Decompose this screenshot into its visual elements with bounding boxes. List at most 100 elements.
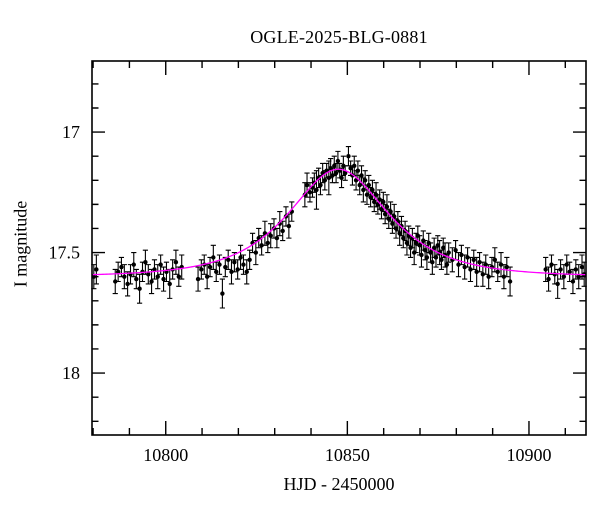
data-point xyxy=(576,274,581,279)
data-point xyxy=(561,274,567,279)
data-point xyxy=(332,163,337,169)
data-point xyxy=(386,216,391,222)
data-point xyxy=(359,173,364,178)
data-point xyxy=(94,267,99,272)
data-point xyxy=(195,276,201,282)
data-point xyxy=(204,274,210,279)
data-point xyxy=(161,276,166,282)
x-tick-label: 10850 xyxy=(325,445,370,465)
data-point xyxy=(492,257,498,263)
data-point xyxy=(362,178,368,183)
data-point xyxy=(558,267,563,272)
data-point xyxy=(339,175,344,181)
data-point xyxy=(318,182,323,188)
data-point xyxy=(413,240,419,246)
data-point xyxy=(173,260,179,265)
data-point xyxy=(122,274,127,279)
data-point xyxy=(355,168,361,173)
data-point xyxy=(433,255,439,260)
data-point xyxy=(435,243,440,248)
data-point xyxy=(465,255,470,260)
data-point xyxy=(444,262,450,267)
data-point xyxy=(441,245,446,250)
data-point xyxy=(134,276,139,282)
data-point xyxy=(422,247,428,253)
data-point xyxy=(390,221,395,226)
data-point xyxy=(146,272,151,277)
data-point xyxy=(314,187,319,193)
data-point xyxy=(381,199,386,205)
data-point xyxy=(501,274,507,279)
data-point xyxy=(333,170,339,176)
data-point xyxy=(143,260,148,265)
data-point xyxy=(419,252,424,258)
data-point xyxy=(307,190,313,195)
data-point xyxy=(342,170,348,176)
data-point xyxy=(223,264,228,270)
data-point xyxy=(474,269,479,275)
x-tick-label: 10900 xyxy=(506,445,551,465)
data-point xyxy=(468,267,473,272)
data-point xyxy=(229,269,234,275)
data-point xyxy=(352,163,357,169)
data-point xyxy=(259,243,264,248)
data-point xyxy=(366,182,371,188)
y-tick-label: 18 xyxy=(62,363,80,383)
data-point xyxy=(131,262,136,267)
data-point xyxy=(504,264,510,270)
data-point xyxy=(368,194,373,200)
data-point xyxy=(446,250,451,255)
data-point xyxy=(220,291,225,296)
data-point xyxy=(235,267,240,272)
data-point xyxy=(453,247,458,253)
data-point xyxy=(424,255,430,260)
data-point xyxy=(555,281,560,287)
model-curve xyxy=(91,168,587,276)
data-point xyxy=(382,211,388,217)
data-point xyxy=(477,260,482,265)
x-tick-label: 10800 xyxy=(143,445,188,465)
data-point xyxy=(226,257,231,263)
data-point xyxy=(370,187,375,193)
data-point xyxy=(507,279,513,284)
data-point xyxy=(379,207,384,212)
data-point xyxy=(573,267,579,272)
data-point xyxy=(125,281,130,287)
data-point xyxy=(268,233,273,238)
data-point xyxy=(480,272,486,277)
data-point xyxy=(137,286,142,291)
data-point xyxy=(214,269,219,275)
data-point xyxy=(152,267,157,272)
data-point xyxy=(176,274,182,279)
data-point xyxy=(241,262,246,267)
data-point xyxy=(115,269,121,275)
data-point xyxy=(543,267,548,272)
data-point xyxy=(346,153,351,159)
data-point xyxy=(567,269,572,275)
data-point xyxy=(113,279,118,284)
data-point xyxy=(211,255,216,260)
data-point xyxy=(335,158,341,164)
data-point xyxy=(430,260,435,265)
x-axis-label: HJD - 2450000 xyxy=(283,474,395,494)
data-point xyxy=(393,226,399,231)
data-point xyxy=(462,264,467,270)
data-point xyxy=(428,250,433,255)
data-point xyxy=(388,209,393,214)
data-point xyxy=(280,228,285,234)
data-point xyxy=(417,243,422,248)
data-point xyxy=(322,178,328,183)
data-point xyxy=(247,257,252,263)
data-point xyxy=(579,264,585,270)
data-point xyxy=(546,276,551,282)
data-point xyxy=(155,274,160,279)
data-point xyxy=(217,262,222,267)
data-point xyxy=(495,269,500,275)
data-point xyxy=(498,262,504,267)
data-point xyxy=(372,199,377,205)
data-point xyxy=(167,281,172,287)
data-point xyxy=(158,262,163,267)
data-point xyxy=(397,231,402,236)
